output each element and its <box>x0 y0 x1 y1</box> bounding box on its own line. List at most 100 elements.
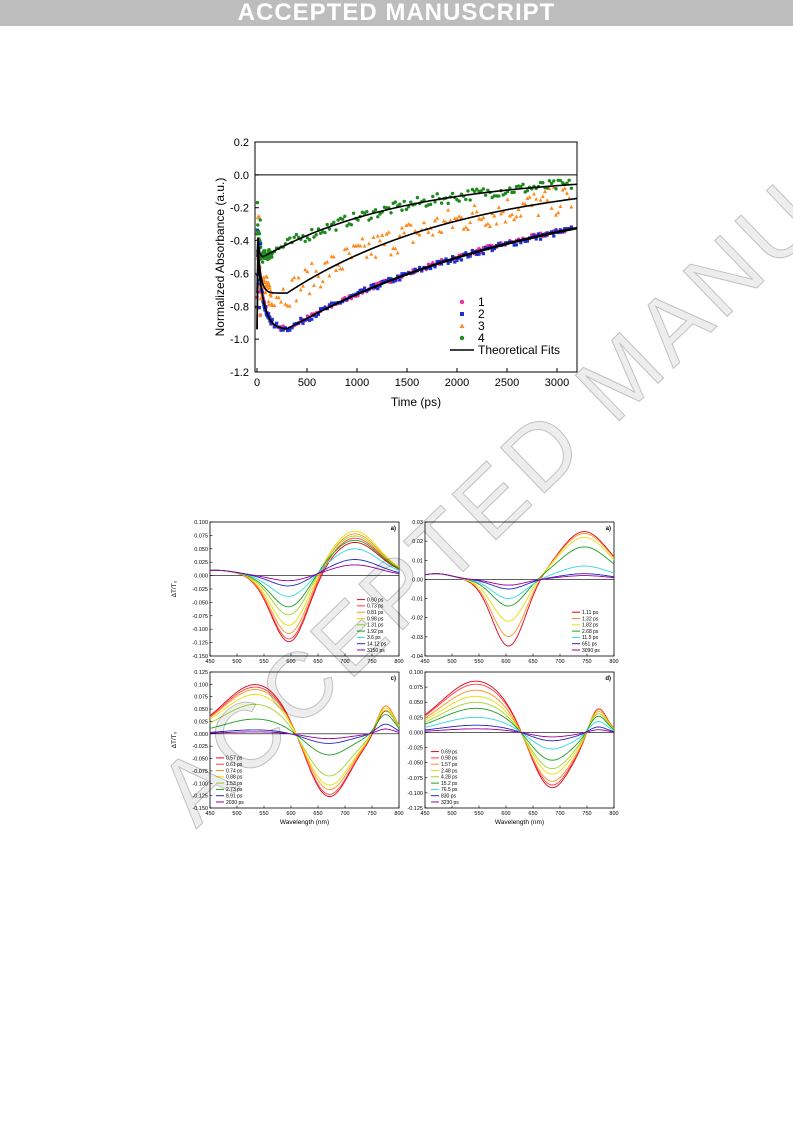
legend-label: 3.6 ps <box>367 635 381 641</box>
legend-label: 1 <box>478 295 485 309</box>
data-point-series-4 <box>466 189 470 193</box>
data-point-series-2 <box>512 243 516 247</box>
data-point-series-3 <box>415 231 420 235</box>
data-point-series-4 <box>433 200 437 204</box>
data-point-series-2 <box>453 260 457 264</box>
data-point-series-3 <box>499 211 503 216</box>
data-point-series-3 <box>518 213 523 218</box>
y-tick-label: -0.01 <box>410 597 423 603</box>
data-point-series-3 <box>266 280 271 285</box>
data-point-series-4 <box>481 187 486 191</box>
y-tick-label: -0.075 <box>192 614 208 620</box>
spectrum-line-76.5-ps <box>424 716 615 750</box>
data-point-series-3 <box>287 303 292 308</box>
y-tick-label: 0.025 <box>194 560 208 566</box>
data-point-series-3 <box>461 227 466 231</box>
y-tick-label: 0.125 <box>194 670 208 676</box>
data-point-series-3 <box>479 217 484 222</box>
data-point-series-2 <box>264 305 268 309</box>
data-point-series-3 <box>294 298 299 303</box>
data-point-series-3 <box>474 209 479 214</box>
data-point-series-2 <box>429 266 433 271</box>
data-point-series-2 <box>400 272 404 276</box>
data-point-series-4 <box>270 255 274 259</box>
data-point-series-2 <box>267 312 271 316</box>
data-point-series-2 <box>464 251 468 255</box>
data-point-series-3 <box>312 283 316 287</box>
data-point-series-4 <box>404 207 409 212</box>
legend-label: 3230 ps <box>441 800 459 806</box>
data-point-series-3 <box>450 225 455 230</box>
data-point-series-3 <box>406 222 411 226</box>
data-point-series-4 <box>512 190 516 195</box>
data-point-series-2 <box>550 230 554 234</box>
data-point-series-2 <box>565 227 569 231</box>
data-point-series-3 <box>266 299 271 304</box>
data-point-series-2 <box>338 301 342 305</box>
data-point-series-2 <box>554 228 558 232</box>
data-point-series-2 <box>259 242 263 246</box>
legend-label: 4.28 ps <box>441 775 458 781</box>
data-point-series-2 <box>420 269 424 273</box>
data-point-series-2 <box>558 228 562 232</box>
data-point-series-2 <box>275 321 279 325</box>
data-point-series-2 <box>286 328 290 333</box>
data-point-series-3 <box>257 214 261 218</box>
x-tick-label: 1500 <box>395 377 419 389</box>
data-point-series-4 <box>446 201 450 206</box>
data-point-series-3 <box>507 213 512 218</box>
data-point-series-3 <box>384 231 389 236</box>
data-point-series-3 <box>556 210 561 215</box>
legend-marker <box>459 335 465 341</box>
data-point-series-4 <box>312 235 316 239</box>
data-point-series-2 <box>393 279 397 283</box>
x-tick-label: 800 <box>609 659 618 665</box>
data-point-series-3 <box>402 230 407 235</box>
data-point-series-3 <box>562 186 567 190</box>
data-point-series-3 <box>466 227 470 232</box>
data-point-series-3 <box>439 230 444 234</box>
data-point-series-2 <box>332 301 336 305</box>
x-tick-label: 800 <box>394 811 403 817</box>
data-point-series-2 <box>374 286 378 290</box>
data-point-series-2 <box>391 280 395 284</box>
data-point-series-2 <box>484 246 488 250</box>
data-point-series-4 <box>470 187 475 192</box>
data-point-series-2 <box>269 321 273 325</box>
data-point-series-2 <box>268 315 272 320</box>
data-point-series-3 <box>283 302 288 306</box>
data-point-series-3 <box>356 243 360 247</box>
data-point-series-4 <box>468 198 472 202</box>
data-point-series-4 <box>508 186 512 190</box>
x-axis-label: Wavelength (nm) <box>280 819 329 826</box>
data-point-series-3 <box>505 197 510 202</box>
data-point-series-4 <box>310 227 314 232</box>
data-point-series-3 <box>296 275 301 280</box>
data-point-series-4 <box>314 233 318 237</box>
x-tick-label: 500 <box>298 377 316 389</box>
y-tick-label: -0.025 <box>192 587 208 593</box>
x-tick-label: 450 <box>420 659 429 665</box>
data-point-series-3 <box>276 295 281 300</box>
data-point-series-2 <box>305 317 309 322</box>
legend-label: 651 ps <box>582 642 598 648</box>
data-point-series-2 <box>323 306 327 310</box>
data-point-series-3 <box>463 225 468 229</box>
data-point-series-3 <box>565 191 569 195</box>
data-point-series-3 <box>327 273 332 278</box>
x-tick-label: 600 <box>286 811 295 817</box>
y-tick-label: 0.2 <box>234 137 249 149</box>
y-tick-label: -0.4 <box>230 236 249 248</box>
data-point-series-4 <box>263 249 267 253</box>
data-point-series-3 <box>400 225 404 230</box>
data-point-series-4 <box>378 212 382 216</box>
y-tick-label: 0.100 <box>194 520 208 526</box>
data-point-series-3 <box>323 260 327 265</box>
spectra-panel-b: 450 500 550 600 650 700 750 800 0.03 0.02 0.01 0.00… <box>410 520 618 665</box>
data-point-series-3 <box>538 197 543 202</box>
data-point-series-4 <box>565 181 569 185</box>
legend-label: 1.57 ps <box>441 762 458 768</box>
data-point-series-3 <box>325 259 330 264</box>
data-point-series-2 <box>433 265 437 269</box>
data-point-series-3 <box>536 213 541 217</box>
